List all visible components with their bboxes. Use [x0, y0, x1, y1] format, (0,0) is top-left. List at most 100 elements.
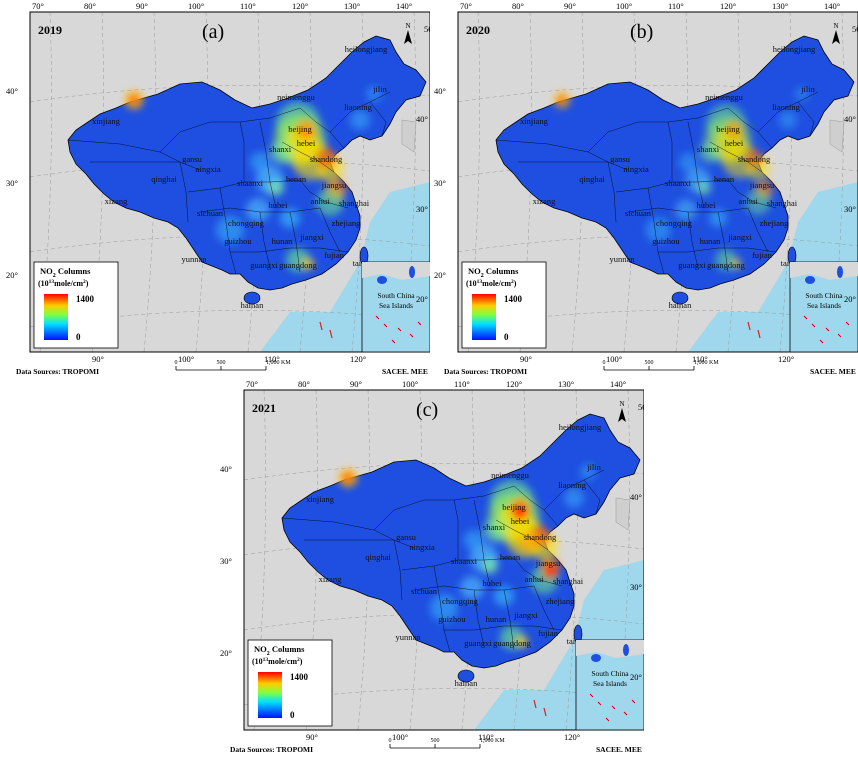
no2-hotspots	[339, 464, 596, 650]
province-label-shanxi: shanxi	[697, 144, 720, 154]
lon-tick-top: 110°	[454, 379, 470, 389]
map-panel-b: xinjiang xizang qinghai gansu ningxia neimeng…	[428, 0, 858, 380]
no2-hotspots	[125, 86, 382, 272]
lon-tick-bottom: 100°	[392, 732, 408, 742]
inset-hainan	[377, 276, 387, 284]
graticule-parallel	[30, 160, 430, 178]
lon-tick-top: 90°	[350, 379, 362, 389]
province-label-jilin: jilin	[372, 84, 387, 94]
dash-line	[319, 321, 323, 331]
province-boundary	[727, 179, 777, 209]
north-arrow-shape	[618, 408, 626, 422]
panel-letter: (b)	[630, 21, 653, 43]
lon-tick-top: 80°	[512, 1, 524, 11]
no2-hotspot	[794, 86, 810, 102]
province-label-liaoning: liaoning	[558, 480, 587, 490]
scale-label: 1,000 KM	[694, 360, 719, 366]
province-boundary	[433, 565, 451, 653]
inset-dash	[409, 333, 414, 338]
no2-hotspot	[268, 180, 284, 196]
province-boundary	[757, 91, 819, 133]
north-label: N	[619, 400, 624, 408]
province-boundary	[187, 179, 301, 193]
lon-tick-top: 90°	[136, 1, 148, 11]
province-label-hebei: hebei	[297, 138, 316, 148]
lat-tick-right: 30°	[844, 204, 856, 214]
scale-bar: 0 500 1,000 KM	[389, 738, 505, 749]
province-boundary	[518, 161, 629, 171]
inset-dash	[819, 339, 824, 344]
lat-tick-left: 20°	[6, 270, 18, 280]
graticule-parallel	[30, 235, 430, 253]
lat-tick-right: 40°	[416, 114, 428, 124]
inset-taiwan	[837, 266, 843, 278]
legend: NO2 Columns(1013mole/cm2) 1400 0	[461, 261, 547, 349]
province-label-shanxi: shanxi	[483, 522, 506, 532]
inset-dash	[597, 701, 602, 706]
north-arrow-icon: N	[832, 22, 840, 44]
province-label-guangxi: guangxi	[464, 638, 492, 648]
inset-label-2: Sea Islands	[379, 301, 413, 310]
inset-label-1: South China	[377, 291, 415, 300]
lon-tick-top: 140°	[824, 1, 840, 11]
no2-hotspot	[250, 152, 270, 172]
lon-tick-top: 70°	[460, 1, 472, 11]
north-arrow-icon: N	[618, 400, 626, 422]
lon-tick-top: 120°	[292, 1, 308, 11]
province-boundary	[179, 161, 189, 223]
lon-tick-top: 70°	[32, 1, 44, 11]
no2-hotspot	[280, 208, 300, 228]
lon-tick-top: 70°	[246, 379, 258, 389]
lon-tick-bottom: 110°	[264, 354, 280, 364]
province-boundary	[717, 211, 729, 273]
china-outline	[67, 35, 427, 291]
no2-hotspot	[246, 198, 270, 222]
no2-hotspot	[270, 140, 294, 164]
no2-hotspot	[645, 217, 671, 243]
lat-tick-right: 20°	[630, 672, 642, 682]
province-label-neimenggu: neimenggu	[491, 470, 530, 480]
map-border	[457, 11, 858, 353]
province-boundary	[543, 469, 605, 511]
graticule-parallel	[458, 160, 858, 178]
inset-dash	[589, 693, 594, 698]
inset-dash	[811, 323, 816, 328]
province-label-ningxia: ningxia	[195, 164, 221, 174]
province-boundary	[495, 519, 549, 551]
province-label-guizhou: guizhou	[438, 614, 466, 624]
province-label-guangxi: guangxi	[678, 260, 706, 270]
lat-tick-right: 30°	[416, 204, 428, 214]
province-boundary	[647, 187, 665, 275]
lon-tick-top: 80°	[298, 379, 310, 389]
inset-hainan	[591, 654, 601, 662]
scale-label: 500	[645, 360, 654, 366]
province-label-fujian: fujian	[538, 628, 559, 638]
province-boundary	[299, 179, 349, 209]
north-arrow-shape	[404, 30, 412, 44]
lon-tick-top: 120°	[506, 379, 522, 389]
graticule-parallel	[244, 613, 644, 631]
province-label-zhejiang: zhejiang	[332, 218, 362, 228]
legend-min: 0	[290, 710, 295, 720]
province-boundary	[393, 539, 403, 601]
lon-tick-bottom: 100°	[178, 354, 194, 364]
province-boundary	[329, 91, 391, 133]
province-boundary	[373, 485, 515, 531]
scale-label: 0	[389, 738, 392, 744]
province-label-yunnan: yunnan	[395, 632, 421, 642]
inset-dash	[391, 339, 396, 344]
lat-tick-left: 30°	[6, 178, 18, 188]
province-label-shandong: shandong	[738, 154, 771, 164]
province-label-jiangsu: jiangsu	[535, 558, 561, 568]
province-label-shanghai: shanghai	[339, 198, 370, 208]
province-label-sichuan: sichuan	[625, 208, 652, 218]
no2-hotspot	[518, 532, 538, 552]
inset-dash	[417, 321, 422, 326]
lat-tick-left: 40°	[220, 464, 232, 474]
